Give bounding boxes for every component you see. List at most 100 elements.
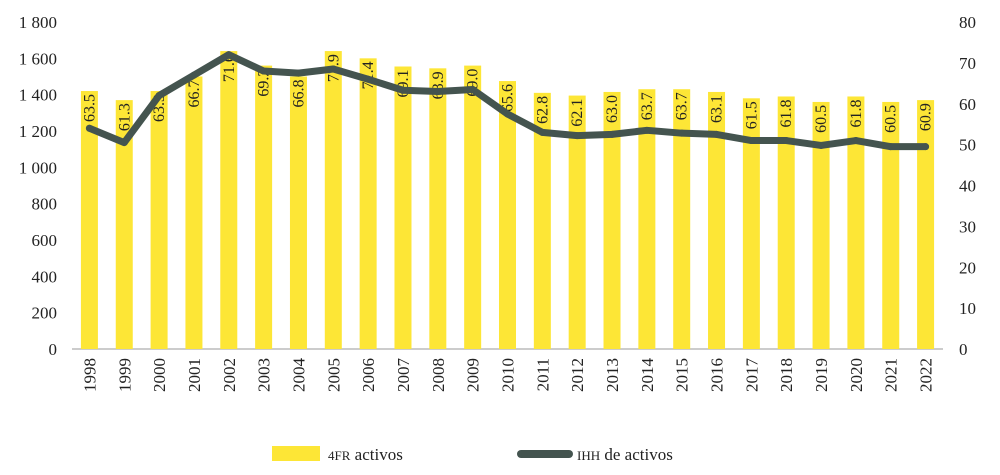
ihh-point-2005 bbox=[329, 65, 337, 73]
ihh-point-1999 bbox=[120, 139, 128, 147]
right-tick: 0 bbox=[959, 340, 968, 359]
left-tick: 1 400 bbox=[19, 86, 57, 105]
ihh-point-2013 bbox=[608, 130, 616, 138]
legend-label-line: IHH de activos bbox=[577, 445, 673, 464]
bar-1998 bbox=[80, 91, 98, 350]
ihh-point-2003 bbox=[260, 67, 268, 75]
right-tick: 80 bbox=[959, 13, 976, 32]
right-tick: 10 bbox=[959, 299, 976, 318]
bar-label-2018: 61.8 bbox=[778, 99, 795, 127]
bar-label-2003: 69.2 bbox=[256, 69, 273, 97]
bar-label-2016: 63.1 bbox=[709, 95, 726, 123]
left-tick: 1 600 bbox=[19, 49, 57, 68]
bar-2010 bbox=[499, 81, 516, 350]
ihh-point-2020 bbox=[852, 137, 860, 145]
bar-2003 bbox=[255, 65, 273, 349]
bar-label-2012: 62.1 bbox=[569, 99, 586, 127]
legend-prefix-bars: 4FR bbox=[328, 448, 351, 463]
ihh-point-2001 bbox=[190, 71, 198, 79]
left-tick: 800 bbox=[32, 195, 58, 214]
legend-suffix-line: de activos bbox=[600, 445, 673, 464]
x-tick-2021: 2021 bbox=[882, 358, 901, 392]
x-tick-2007: 2007 bbox=[394, 358, 413, 393]
ihh-point-2004 bbox=[294, 69, 302, 77]
bar-2011 bbox=[533, 92, 551, 349]
legend-prefix-line: IHH bbox=[577, 448, 600, 463]
bar-2020 bbox=[847, 96, 865, 349]
x-tick-2022: 2022 bbox=[917, 358, 936, 392]
ihh-point-2006 bbox=[364, 75, 372, 83]
x-tick-2012: 2012 bbox=[568, 358, 587, 392]
bar-label-2015: 63.7 bbox=[674, 92, 691, 120]
ihh-point-2012 bbox=[573, 132, 581, 140]
legend-label-bars: 4FR activos bbox=[328, 445, 403, 464]
left-tick: 0 bbox=[49, 340, 58, 359]
ihh-point-2014 bbox=[643, 126, 651, 134]
x-tick-2010: 2010 bbox=[499, 358, 518, 392]
bar-2004 bbox=[289, 76, 307, 349]
bar-2015 bbox=[673, 89, 691, 349]
bar-2017 bbox=[742, 98, 760, 349]
right-tick: 40 bbox=[959, 177, 976, 196]
left-tick: 1 200 bbox=[19, 122, 57, 141]
left-tick: 400 bbox=[32, 267, 58, 286]
left-tick: 1 800 bbox=[19, 13, 57, 32]
bar-2001 bbox=[185, 76, 203, 349]
right-tick: 60 bbox=[959, 95, 976, 114]
right-tick: 20 bbox=[959, 258, 976, 277]
left-tick: 200 bbox=[32, 304, 58, 323]
bar-label-2010: 65.6 bbox=[500, 84, 517, 112]
ihh-point-2007 bbox=[399, 86, 407, 94]
x-tick-2000: 2000 bbox=[150, 358, 169, 392]
bar-label-2014: 63.7 bbox=[639, 92, 656, 120]
bar-2013 bbox=[603, 91, 621, 350]
x-tick-2020: 2020 bbox=[847, 358, 866, 392]
left-tick: 600 bbox=[32, 231, 58, 250]
x-tick-2014: 2014 bbox=[638, 358, 657, 393]
ihh-point-2008 bbox=[434, 87, 442, 95]
x-tick-2015: 2015 bbox=[673, 358, 692, 392]
bar-2000 bbox=[150, 91, 168, 350]
ihh-point-2010 bbox=[504, 110, 511, 118]
bar-label-2001: 66.7 bbox=[186, 80, 203, 108]
bar-2019 bbox=[812, 101, 830, 349]
ihh-point-2022 bbox=[922, 143, 930, 151]
bar-2012 bbox=[568, 95, 586, 349]
x-tick-2016: 2016 bbox=[708, 358, 727, 392]
bar-label-2008: 68.9 bbox=[430, 71, 447, 99]
ihh-point-2018 bbox=[782, 137, 790, 145]
bar-label-2020: 61.8 bbox=[848, 99, 865, 127]
bar-2006 bbox=[359, 58, 377, 349]
ihh-point-2016 bbox=[713, 130, 721, 138]
bar-label-1999: 61.3 bbox=[116, 103, 133, 131]
x-tick-2005: 2005 bbox=[324, 358, 343, 392]
bar-label-2002: 71.6 bbox=[221, 54, 238, 82]
bar-2008 bbox=[429, 68, 447, 349]
ihh-point-2019 bbox=[817, 141, 825, 149]
x-tick-2019: 2019 bbox=[812, 358, 831, 392]
bar-2002 bbox=[220, 51, 238, 350]
bar-2022 bbox=[917, 100, 935, 349]
bar-2021 bbox=[882, 101, 900, 349]
bar-label-2022: 60.9 bbox=[918, 103, 935, 131]
ihh-point-2011 bbox=[538, 128, 546, 136]
ihh-point-2021 bbox=[887, 143, 895, 151]
bar-2007 bbox=[394, 66, 412, 349]
bar-2014 bbox=[638, 89, 656, 349]
legend: 4FR activos IHH de activos bbox=[272, 445, 673, 464]
bar-2016 bbox=[708, 91, 726, 350]
bar-1999 bbox=[115, 100, 133, 349]
bar-2005 bbox=[324, 51, 342, 350]
bar-label-2021: 60.5 bbox=[883, 105, 900, 133]
right-tick: 70 bbox=[959, 54, 976, 73]
bar-label-2011: 62.8 bbox=[534, 96, 551, 124]
ihh-point-2017 bbox=[747, 137, 755, 145]
ihh-point-1998 bbox=[85, 124, 93, 132]
ihh-point-2000 bbox=[155, 92, 163, 100]
x-tick-2017: 2017 bbox=[742, 358, 761, 393]
bar-2018 bbox=[777, 96, 795, 349]
bar-label-2017: 61.5 bbox=[743, 101, 760, 129]
x-tick-2009: 2009 bbox=[464, 358, 483, 392]
ihh-point-2015 bbox=[678, 129, 686, 137]
